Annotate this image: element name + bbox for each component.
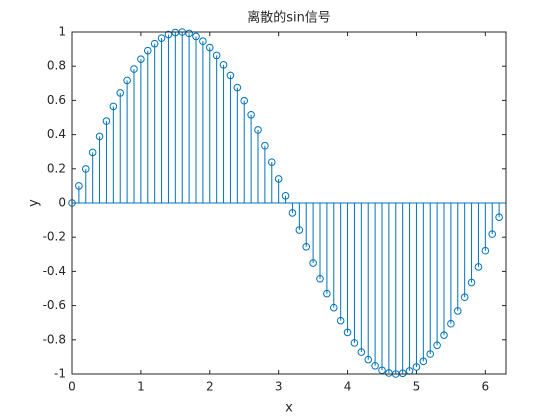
chart-title: 离散的sin信号 xyxy=(247,10,331,26)
stem-marker xyxy=(364,355,373,364)
stem-marker xyxy=(95,132,104,141)
stem-marker xyxy=(219,61,228,69)
stem-marker xyxy=(109,102,118,111)
stem-marker xyxy=(474,263,483,271)
stem-marker xyxy=(295,226,304,234)
stem-marker xyxy=(412,363,421,371)
stem-marker xyxy=(433,341,441,350)
stem-marker xyxy=(116,89,125,97)
stem-marker xyxy=(316,274,324,283)
stem-marker xyxy=(329,303,338,312)
y-tick-label: -0.4 xyxy=(43,264,66,278)
x-axis-label: x xyxy=(285,401,293,416)
stem-marker xyxy=(426,350,435,358)
stem-marker xyxy=(254,126,262,134)
x-tick-label: 1 xyxy=(137,380,145,394)
y-tick-label: 0 xyxy=(58,196,66,210)
plot-frame xyxy=(71,31,507,375)
stem-marker xyxy=(350,339,359,347)
y-tick-label: 0.4 xyxy=(47,127,66,141)
x-tick-label: 5 xyxy=(413,380,421,394)
stem-marker xyxy=(88,148,97,157)
stem-marker xyxy=(102,117,111,125)
stem-marker xyxy=(75,182,83,190)
stem-marker xyxy=(323,289,331,298)
stem-marker xyxy=(274,175,283,183)
stem-marker xyxy=(267,158,276,166)
stem-marker xyxy=(123,76,131,85)
stem-marker xyxy=(240,96,249,105)
stem-marker xyxy=(467,278,476,287)
stem-marker xyxy=(302,242,311,251)
stem-marker xyxy=(261,141,269,150)
x-tick-label: 0 xyxy=(68,380,76,394)
y-tick-label: 0.6 xyxy=(47,93,66,107)
stem-marker xyxy=(460,293,469,302)
stem-marker xyxy=(185,29,193,38)
stem-marker xyxy=(226,71,235,80)
stem-marker xyxy=(281,192,290,200)
stem-marker xyxy=(481,246,490,255)
stem-marker xyxy=(157,34,166,42)
x-tick-label: 2 xyxy=(206,380,214,394)
y-tick-label: 1 xyxy=(58,25,66,39)
stem-marker xyxy=(192,32,200,41)
stem-marker xyxy=(495,213,503,221)
stem-marker xyxy=(212,51,221,60)
stem-marker xyxy=(336,316,345,325)
stem-marker xyxy=(137,55,145,63)
stem-marker xyxy=(130,65,138,73)
stem-marker xyxy=(81,165,90,173)
stem-marker xyxy=(288,209,297,217)
stem-marker xyxy=(150,39,159,48)
x-tick-label: 3 xyxy=(275,380,283,394)
stem-marker xyxy=(343,328,352,337)
stem-marker xyxy=(398,369,407,378)
stem-marker xyxy=(419,357,428,366)
stem-marker xyxy=(447,319,455,328)
x-tick-label: 4 xyxy=(344,380,352,394)
stem-marker xyxy=(440,331,448,339)
stem-marker xyxy=(233,83,242,92)
x-tick-label: 6 xyxy=(482,380,490,394)
y-tick-label: -0.6 xyxy=(43,298,66,312)
stem-marker xyxy=(357,348,366,356)
stem-marker xyxy=(164,30,173,39)
y-tick-label: -0.8 xyxy=(43,332,66,346)
y-axis-label: y xyxy=(27,199,42,207)
stem-marker xyxy=(247,110,255,119)
stem-marker xyxy=(143,46,152,55)
y-tick-label: -1 xyxy=(54,367,66,381)
stem-marker xyxy=(488,230,497,238)
stem-marker xyxy=(199,37,207,46)
y-tick-label: 0.2 xyxy=(47,161,66,175)
y-tick-label: 0.8 xyxy=(47,59,66,73)
stem-marker xyxy=(453,307,462,315)
stem-marker xyxy=(205,43,214,52)
stem-marker xyxy=(309,259,317,267)
stem-marker xyxy=(371,361,379,370)
y-tick-label: -0.2 xyxy=(43,230,66,244)
